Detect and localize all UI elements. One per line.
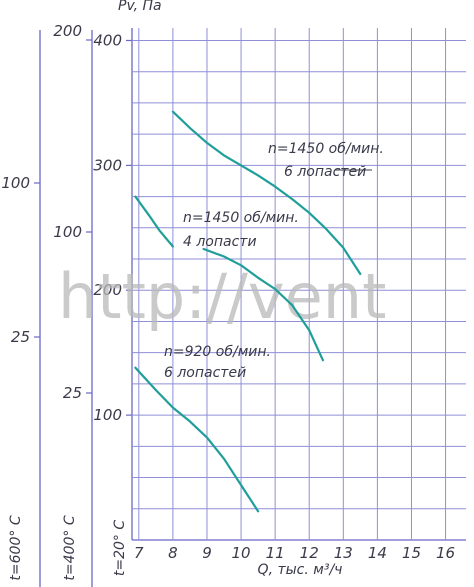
plot-grid bbox=[131, 28, 466, 541]
x-tick-label: 13 bbox=[334, 544, 353, 562]
series-1-label-line-2: 6 лопастей bbox=[284, 164, 366, 180]
y-tick-label: 200 bbox=[93, 281, 122, 299]
watermark: http://vent bbox=[58, 260, 386, 333]
x-tick-label: 16 bbox=[436, 544, 455, 562]
scale-600-tick-label-100: 100 bbox=[1, 174, 30, 192]
x-tick-label: 15 bbox=[402, 544, 421, 562]
series-labels: n=1450 об/мин. 6 лопастей n=1450 об/мин.… bbox=[164, 141, 384, 381]
series-2-label-line-2: 4 лопасти bbox=[183, 234, 257, 250]
y-tick-label: 300 bbox=[93, 156, 122, 174]
scale-600-label: t=600° C bbox=[8, 515, 24, 580]
x-tick-label: 14 bbox=[368, 544, 387, 562]
series-3-line bbox=[134, 366, 260, 513]
series-1-label-line-1: n=1450 об/мин. bbox=[268, 141, 384, 157]
x-tick-label: 11 bbox=[266, 544, 285, 562]
x-tick-label: 9 bbox=[202, 544, 212, 562]
secondary-scales: 100 25 200 100 25 t=600° C t=400° C t=20… bbox=[1, 22, 128, 587]
x-axis-title: Q, тыс. м³/ч bbox=[258, 562, 343, 578]
scale-400-label: t=400° C bbox=[62, 515, 78, 580]
series-1-line bbox=[171, 110, 362, 276]
scale-600-tick-label-25: 25 bbox=[11, 328, 30, 346]
curves bbox=[134, 110, 362, 513]
series-3-label-line-1: n=920 об/мин. bbox=[164, 344, 271, 360]
series-2-label-line-1: n=1450 об/мин. bbox=[183, 210, 299, 226]
series-3-label-line-2: 6 лопастей bbox=[164, 365, 246, 381]
scale-400-tick-label-25: 25 bbox=[63, 384, 82, 402]
x-tick-label: 10 bbox=[232, 544, 251, 562]
x-tick-label: 8 bbox=[168, 544, 178, 562]
x-tick-label: 12 bbox=[300, 544, 319, 562]
series-2-line bbox=[134, 195, 174, 248]
scale-20-label: t=20° C bbox=[112, 520, 128, 576]
scale-400-tick-label-200: 200 bbox=[53, 22, 82, 40]
series-2-line-b bbox=[202, 247, 324, 362]
axis-ticks: 7 8 9 10 11 12 13 14 15 16 100 200 300 400 bbox=[93, 31, 455, 562]
x-tick-label: 7 bbox=[134, 544, 144, 562]
y-tick-label: 100 bbox=[93, 406, 122, 424]
y-axis-title: Pv, Па bbox=[118, 0, 162, 14]
y-tick-label: 400 bbox=[93, 31, 122, 49]
scale-400-tick-label-100: 100 bbox=[53, 223, 82, 241]
